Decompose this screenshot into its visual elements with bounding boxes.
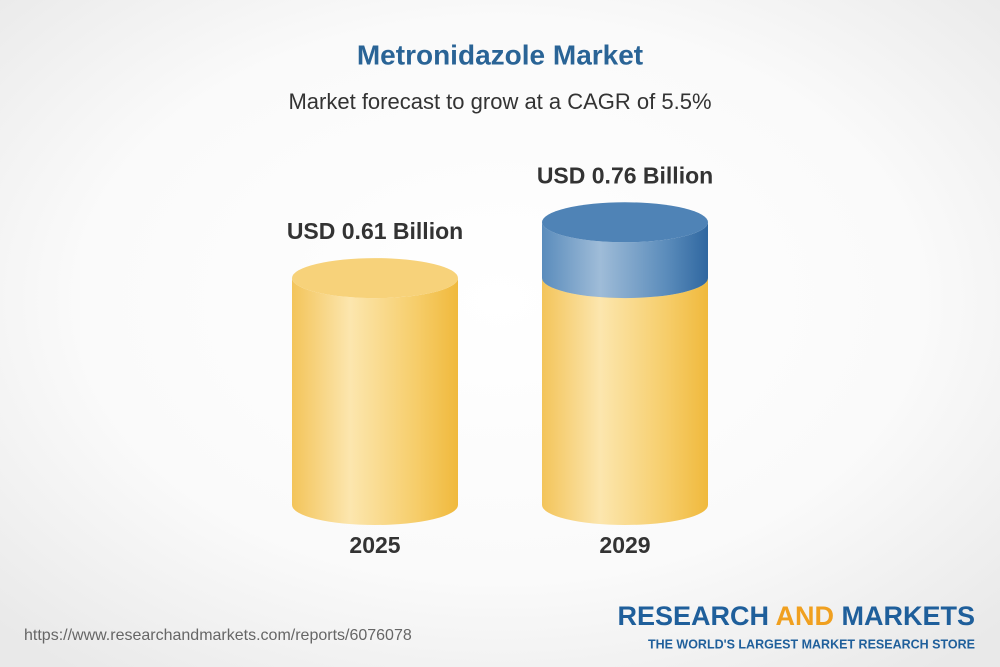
source-url: https://www.researchandmarkets.com/repor… (24, 627, 412, 644)
cylinder-growth-top (542, 202, 708, 243)
brand-part: MARKETS (842, 601, 976, 631)
brand-tagline: THE WORLD'S LARGEST MARKET RESEARCH STOR… (648, 637, 975, 651)
x-tick-label: 2025 (349, 532, 400, 558)
value-label: USD 0.61 Billion (287, 218, 463, 244)
brand-part: RESEARCH (617, 601, 769, 631)
brand: RESEARCH AND MARKETS (617, 601, 975, 631)
value-label: USD 0.76 Billion (537, 162, 713, 188)
chart-subtitle: Market forecast to grow at a CAGR of 5.5… (288, 89, 711, 114)
cylinder-top (292, 258, 458, 299)
cylinder-growth (542, 222, 708, 299)
cylinder-base (542, 278, 708, 525)
brand-part: AND (775, 601, 834, 631)
cylinder (292, 278, 458, 525)
x-tick-label: 2029 (599, 532, 650, 558)
chart-title: Metronidazole Market (357, 39, 643, 70)
